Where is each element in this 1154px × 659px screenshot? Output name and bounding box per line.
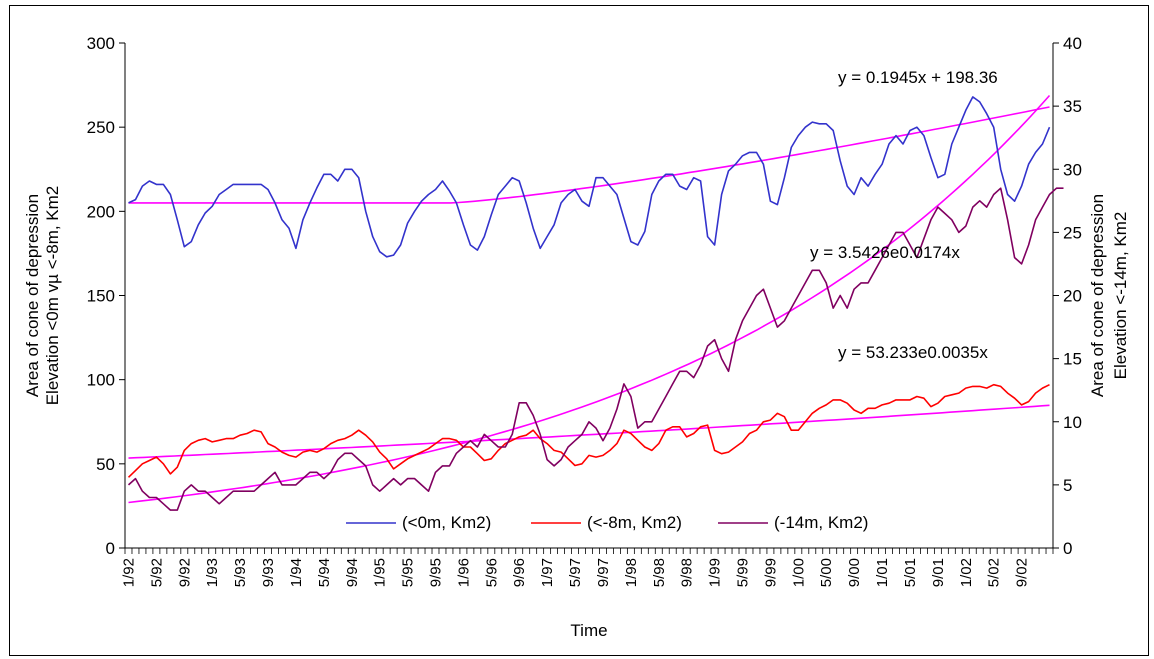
x-tick-label: 1/97 bbox=[539, 558, 556, 587]
x-tick-label: 9/94 bbox=[344, 558, 361, 587]
x-tick-label: 1/92 bbox=[120, 558, 137, 587]
y-left-tick-label: 250 bbox=[87, 118, 115, 137]
series-line-0 bbox=[128, 96, 1051, 258]
x-tick-label: 1/99 bbox=[707, 558, 724, 587]
x-tick-label: 5/02 bbox=[986, 558, 1003, 587]
y-left-axis-title: Elevation <0m vµ <-8m, Km2 bbox=[43, 186, 62, 406]
y-right-tick-label: 15 bbox=[1063, 350, 1082, 369]
x-tick-label: 9/99 bbox=[762, 558, 779, 587]
legend-label-2: (-14m, Km2) bbox=[774, 513, 868, 532]
x-tick-label: 9/98 bbox=[679, 558, 696, 587]
x-tick-label: 1/93 bbox=[204, 558, 221, 587]
y-right-tick-label: 10 bbox=[1063, 413, 1082, 432]
y-right-tick-label: 30 bbox=[1063, 160, 1082, 179]
trendline-equation: y = 0.1945x + 198.36 bbox=[838, 68, 998, 87]
x-tick-label: 9/92 bbox=[176, 558, 193, 587]
x-tick-label: 9/96 bbox=[511, 558, 528, 587]
x-tick-label: 1/98 bbox=[623, 558, 640, 587]
y-left-tick-label: 150 bbox=[87, 287, 115, 306]
y-right-tick-label: 35 bbox=[1063, 97, 1082, 116]
x-tick-label: 5/01 bbox=[902, 558, 919, 587]
x-tick-label: 1/01 bbox=[874, 558, 891, 587]
y-left-tick-label: 50 bbox=[96, 455, 115, 474]
series-group bbox=[127, 96, 1064, 511]
x-tick-label: 5/98 bbox=[651, 558, 668, 587]
x-tick-label: 1/94 bbox=[288, 558, 305, 587]
x-tick-label: 5/92 bbox=[148, 558, 165, 587]
x-tick-label: 5/93 bbox=[232, 558, 249, 587]
x-tick-label: 1/00 bbox=[790, 558, 807, 587]
y-left-axis-title: Area of cone of depression bbox=[23, 194, 42, 397]
x-tick-label: 9/93 bbox=[260, 558, 277, 587]
x-tick-label: 9/02 bbox=[1014, 558, 1031, 587]
x-tick-label: 1/95 bbox=[372, 558, 389, 587]
y-right-tick-label: 25 bbox=[1063, 223, 1082, 242]
x-tick-label: 5/99 bbox=[735, 558, 752, 587]
y-right-tick-label: 20 bbox=[1063, 287, 1082, 306]
x-tick-label: 5/95 bbox=[400, 558, 417, 587]
y-right-axis-title: Elevation <-14m, Km2 bbox=[1111, 212, 1130, 380]
x-tick-label: 5/94 bbox=[316, 558, 333, 587]
axes-group bbox=[119, 42, 1059, 554]
trendline-equation: y = 53.233e0.0035x bbox=[838, 343, 988, 362]
trendline-1 bbox=[128, 94, 1051, 504]
legend-label-1: (<-8m, Km2) bbox=[587, 513, 682, 532]
legend: (<0m, Km2) (<-8m, Km2) (-14m, Km2) bbox=[346, 513, 868, 532]
x-axis-title: Time bbox=[570, 621, 607, 640]
labels-group: 0 50 100 150 200 250 300 0 5 10 15 20 25 30 35 40 1/92 5/… bbox=[23, 34, 1130, 640]
x-tick-label: 9/01 bbox=[930, 558, 947, 587]
y-left-tick-label: 100 bbox=[87, 371, 115, 390]
legend-label-0: (<0m, Km2) bbox=[402, 513, 491, 532]
y-right-tick-label: 5 bbox=[1063, 476, 1072, 495]
x-tick-label: 9/00 bbox=[846, 558, 863, 587]
series-line-1 bbox=[127, 383, 1050, 478]
y-left-tick-label: 0 bbox=[106, 539, 115, 558]
x-tick-label: 5/00 bbox=[818, 558, 835, 587]
x-tick-label: 5/97 bbox=[567, 558, 584, 587]
x-tick-label: 1/96 bbox=[455, 558, 472, 587]
trendline-equation: y = 3.5426e0.0174x bbox=[810, 243, 960, 262]
trendline-2 bbox=[128, 404, 1050, 459]
x-tick-label: 9/95 bbox=[427, 558, 444, 587]
y-right-tick-label: 0 bbox=[1063, 539, 1072, 558]
y-left-tick-label: 200 bbox=[87, 202, 115, 221]
y-right-tick-label: 40 bbox=[1063, 34, 1082, 53]
y-right-axis-title: Area of cone of depression bbox=[1088, 194, 1107, 397]
series-line-2 bbox=[127, 187, 1064, 511]
x-tick-label: 5/96 bbox=[483, 558, 500, 587]
x-tick-label: 1/02 bbox=[958, 558, 975, 587]
y-left-tick-label: 300 bbox=[87, 34, 115, 53]
x-tick-label: 9/97 bbox=[595, 558, 612, 587]
